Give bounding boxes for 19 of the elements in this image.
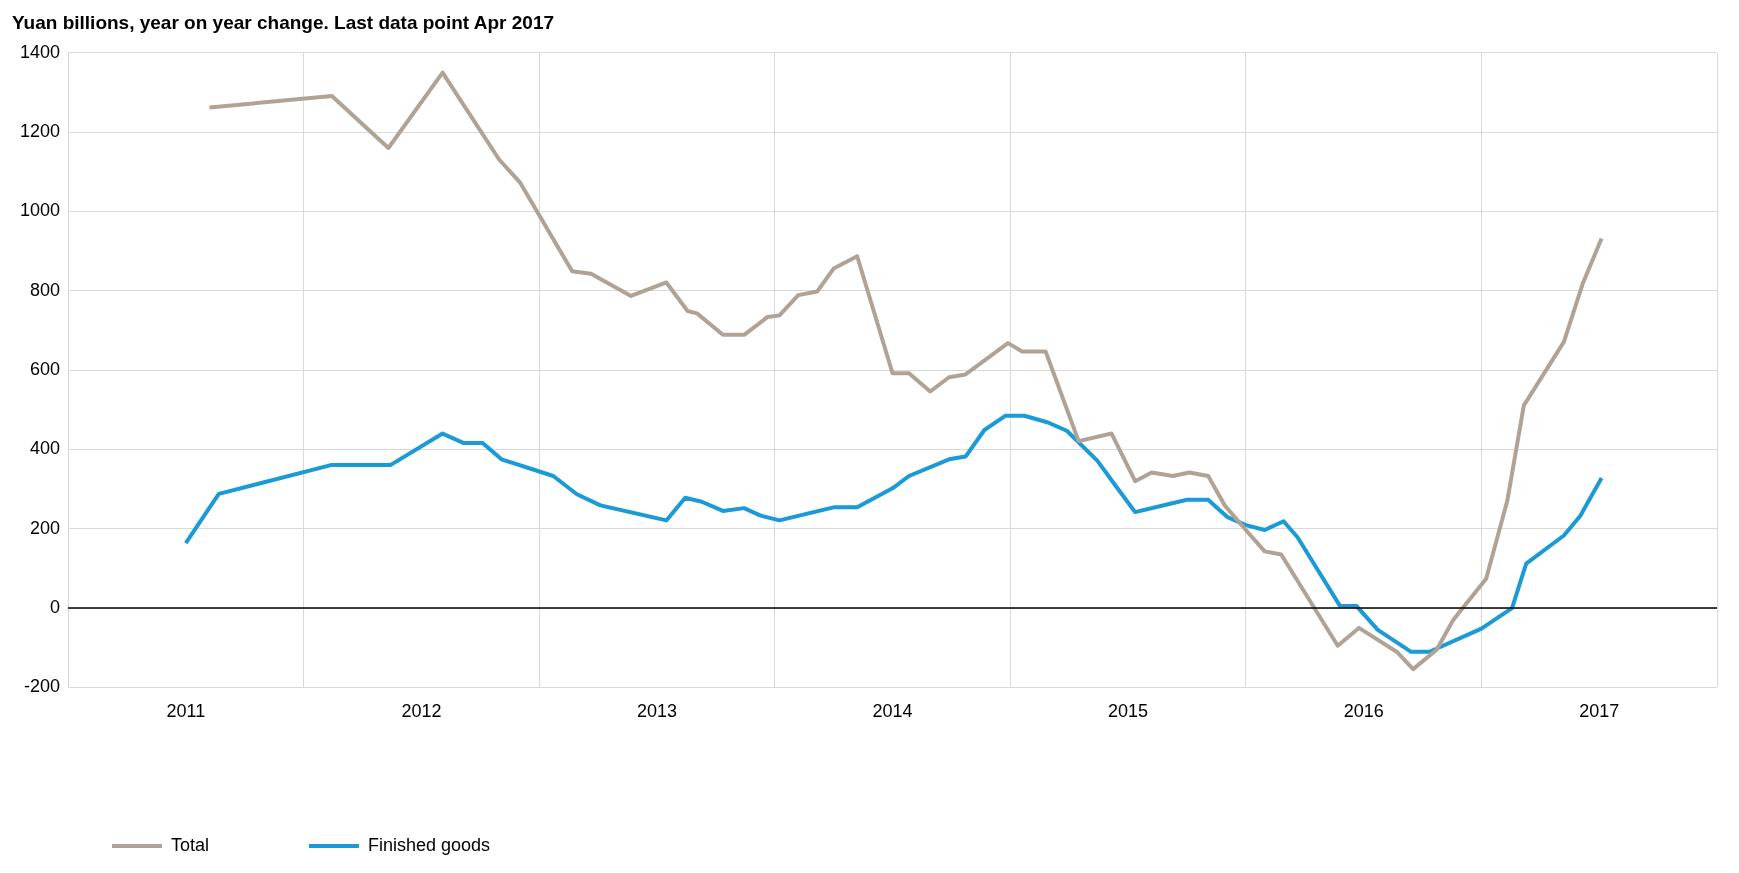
y-tick-label: 1200 <box>20 121 61 142</box>
chart-title: Yuan billions, year on year change. Last data point Apr 2017 <box>12 11 555 33</box>
legend-label: Finished goods <box>368 834 491 855</box>
x-tick-label: 2011 <box>166 701 206 722</box>
x-tick-label: 2014 <box>872 701 913 722</box>
x-tick-label: 2016 <box>1343 701 1384 722</box>
y-tick-label: 400 <box>30 438 61 459</box>
legend-label: Total <box>171 834 210 855</box>
y-tick-label: 1000 <box>20 200 61 221</box>
y-tick-label: -200 <box>24 676 61 697</box>
y-tick-label: 800 <box>30 279 61 300</box>
y-tick-label: 600 <box>30 359 61 380</box>
y-tick-label: 1400 <box>20 41 61 62</box>
x-tick-label: 2012 <box>401 701 442 722</box>
x-tick-label: 2015 <box>1108 701 1149 722</box>
y-tick-label: 200 <box>30 517 61 538</box>
y-tick-label: 0 <box>50 597 61 618</box>
x-tick-label: 2017 <box>1579 701 1620 722</box>
x-tick-label: 2013 <box>636 701 677 722</box>
